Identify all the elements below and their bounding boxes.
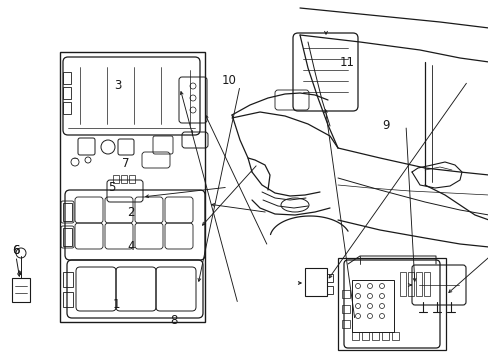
- Bar: [423, 272, 429, 296]
- Bar: [399, 272, 405, 296]
- Bar: [351, 280, 393, 332]
- Text: 6: 6: [12, 244, 20, 257]
- Bar: [63, 102, 71, 114]
- Bar: [407, 272, 413, 296]
- Bar: [63, 228, 72, 246]
- Text: 6: 6: [12, 244, 20, 257]
- Bar: [341, 290, 349, 298]
- Text: 7: 7: [122, 157, 130, 170]
- Bar: [351, 332, 358, 340]
- Bar: [12, 278, 30, 302]
- Bar: [371, 332, 378, 340]
- Bar: [381, 332, 388, 340]
- Text: 4: 4: [127, 240, 135, 253]
- Bar: [63, 203, 72, 221]
- Text: 10: 10: [221, 75, 236, 87]
- Bar: [60, 52, 204, 322]
- Text: 11: 11: [339, 57, 354, 69]
- Bar: [326, 274, 332, 282]
- Bar: [391, 332, 398, 340]
- Bar: [305, 268, 326, 296]
- Bar: [63, 292, 73, 307]
- Bar: [63, 87, 71, 99]
- Text: 5: 5: [107, 181, 115, 194]
- Bar: [129, 175, 135, 183]
- Bar: [63, 272, 73, 287]
- Bar: [341, 305, 349, 313]
- Bar: [337, 258, 445, 350]
- Text: 2: 2: [127, 206, 135, 219]
- Text: 9: 9: [382, 119, 389, 132]
- Bar: [121, 175, 127, 183]
- Text: 3: 3: [113, 79, 121, 92]
- Bar: [113, 175, 119, 183]
- Text: 8: 8: [169, 314, 177, 327]
- Bar: [326, 286, 332, 294]
- Bar: [415, 272, 421, 296]
- Bar: [361, 332, 368, 340]
- Text: 1: 1: [112, 298, 120, 311]
- Bar: [341, 320, 349, 328]
- Bar: [63, 72, 71, 84]
